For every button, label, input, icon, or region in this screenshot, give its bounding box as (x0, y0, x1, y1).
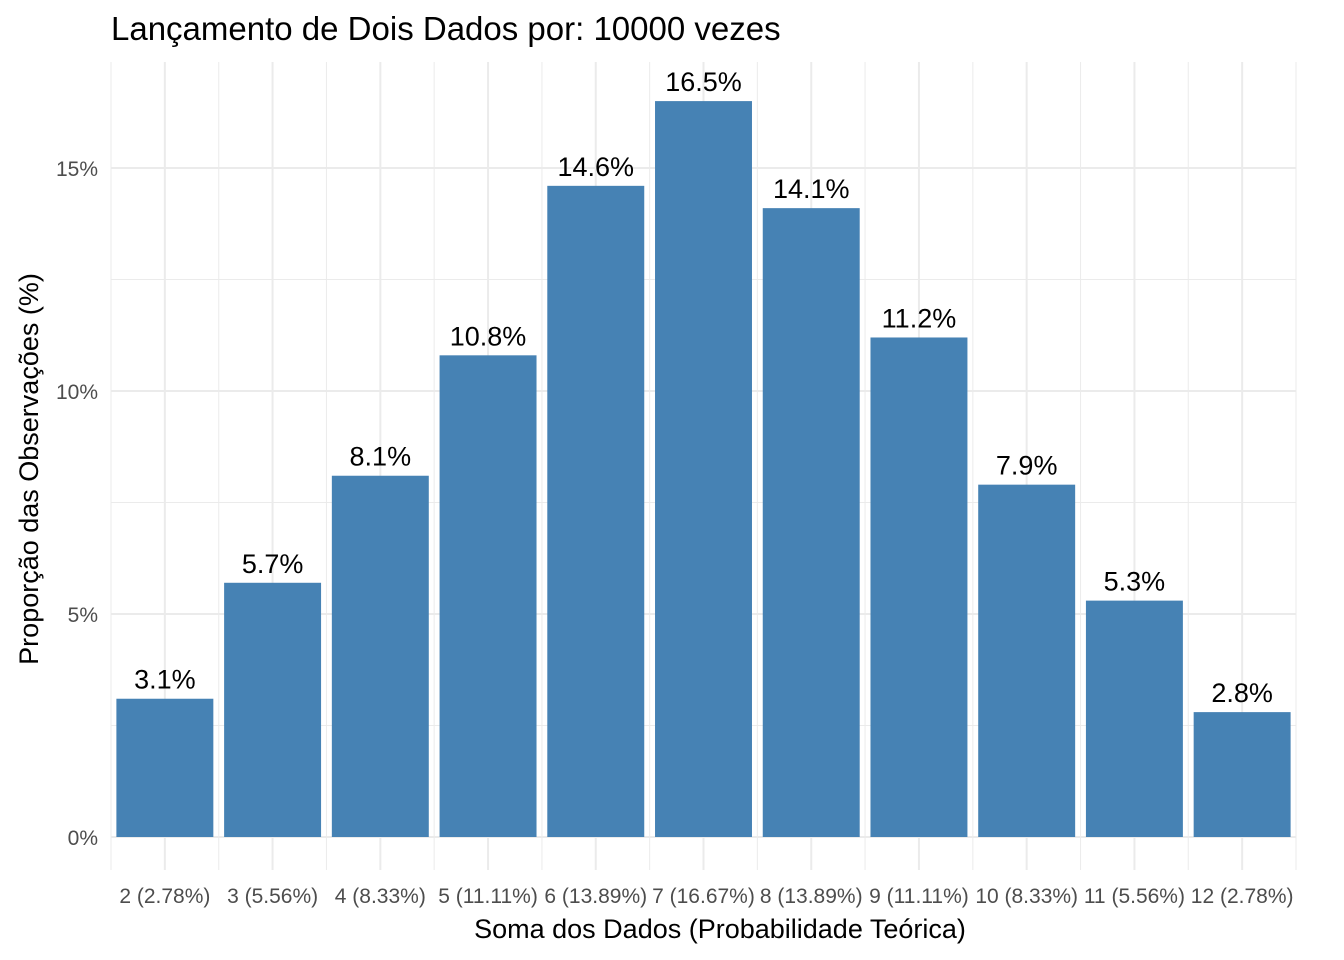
x-tick-label: 6 (13.89%) (544, 885, 647, 908)
bar (1085, 600, 1183, 837)
x-tick-label: 11 (5.56%) (1084, 885, 1185, 908)
bar (116, 698, 214, 837)
bar (224, 582, 322, 837)
y-tick-label: 0% (68, 827, 98, 850)
data-labels-group: 3.1% 5.7% 8.1% 10.8% 14.6% 16.5% 14.1% 11.2% 7.9… (134, 67, 1273, 708)
chart-title: Lançamento de Dois Dados por: 10000 veze… (111, 10, 781, 47)
y-axis-ticks: 0% 5% 10% 15% (56, 158, 98, 850)
bar (655, 101, 752, 838)
bar-value-label: 7.9% (996, 451, 1058, 481)
bar (870, 337, 968, 837)
bar-value-label: 16.5% (665, 67, 742, 97)
bar-value-label: 8.1% (350, 442, 412, 472)
x-axis-ticks: 2 (2.78%) 3 (5.56%) 4 (8.33%) 5 (11.11%) 6 (… (119, 885, 1293, 908)
bar-value-label: 3.1% (134, 665, 196, 695)
bar-value-label: 14.6% (557, 152, 634, 182)
bar (762, 208, 860, 837)
bar (547, 185, 645, 838)
bar-value-label: 2.8% (1211, 678, 1273, 708)
bar-value-label: 5.3% (1104, 567, 1166, 597)
x-tick-label: 3 (5.56%) (227, 885, 318, 908)
x-tick-label: 12 (2.78%) (1191, 885, 1294, 908)
x-tick-label: 2 (2.78%) (119, 885, 210, 908)
x-tick-label: 7 (16.67%) (652, 885, 755, 908)
y-axis-title: Proporção das Observações (%) (14, 273, 44, 665)
x-tick-label: 5 (11.11%) (438, 885, 538, 908)
bar-value-label: 11.2% (882, 303, 957, 333)
x-tick-label: 9 (11.11%) (869, 885, 969, 908)
bar (1193, 712, 1291, 837)
bar-value-label: 14.1% (773, 174, 850, 204)
y-tick-label: 10% (56, 381, 98, 404)
bars-group (116, 101, 1291, 838)
x-axis-title: Soma dos Dados (Probabilidade Teórica) (474, 914, 966, 944)
y-tick-label: 15% (56, 158, 98, 181)
bar (978, 484, 1076, 837)
x-tick-label: 8 (13.89%) (760, 885, 863, 908)
bar (331, 475, 429, 837)
y-tick-label: 5% (68, 604, 98, 627)
bar (439, 355, 537, 837)
bar-value-label: 5.7% (242, 549, 304, 579)
x-tick-label: 4 (8.33%) (335, 885, 426, 908)
bar-value-label: 10.8% (450, 321, 527, 351)
x-tick-label: 10 (8.33%) (975, 885, 1078, 908)
